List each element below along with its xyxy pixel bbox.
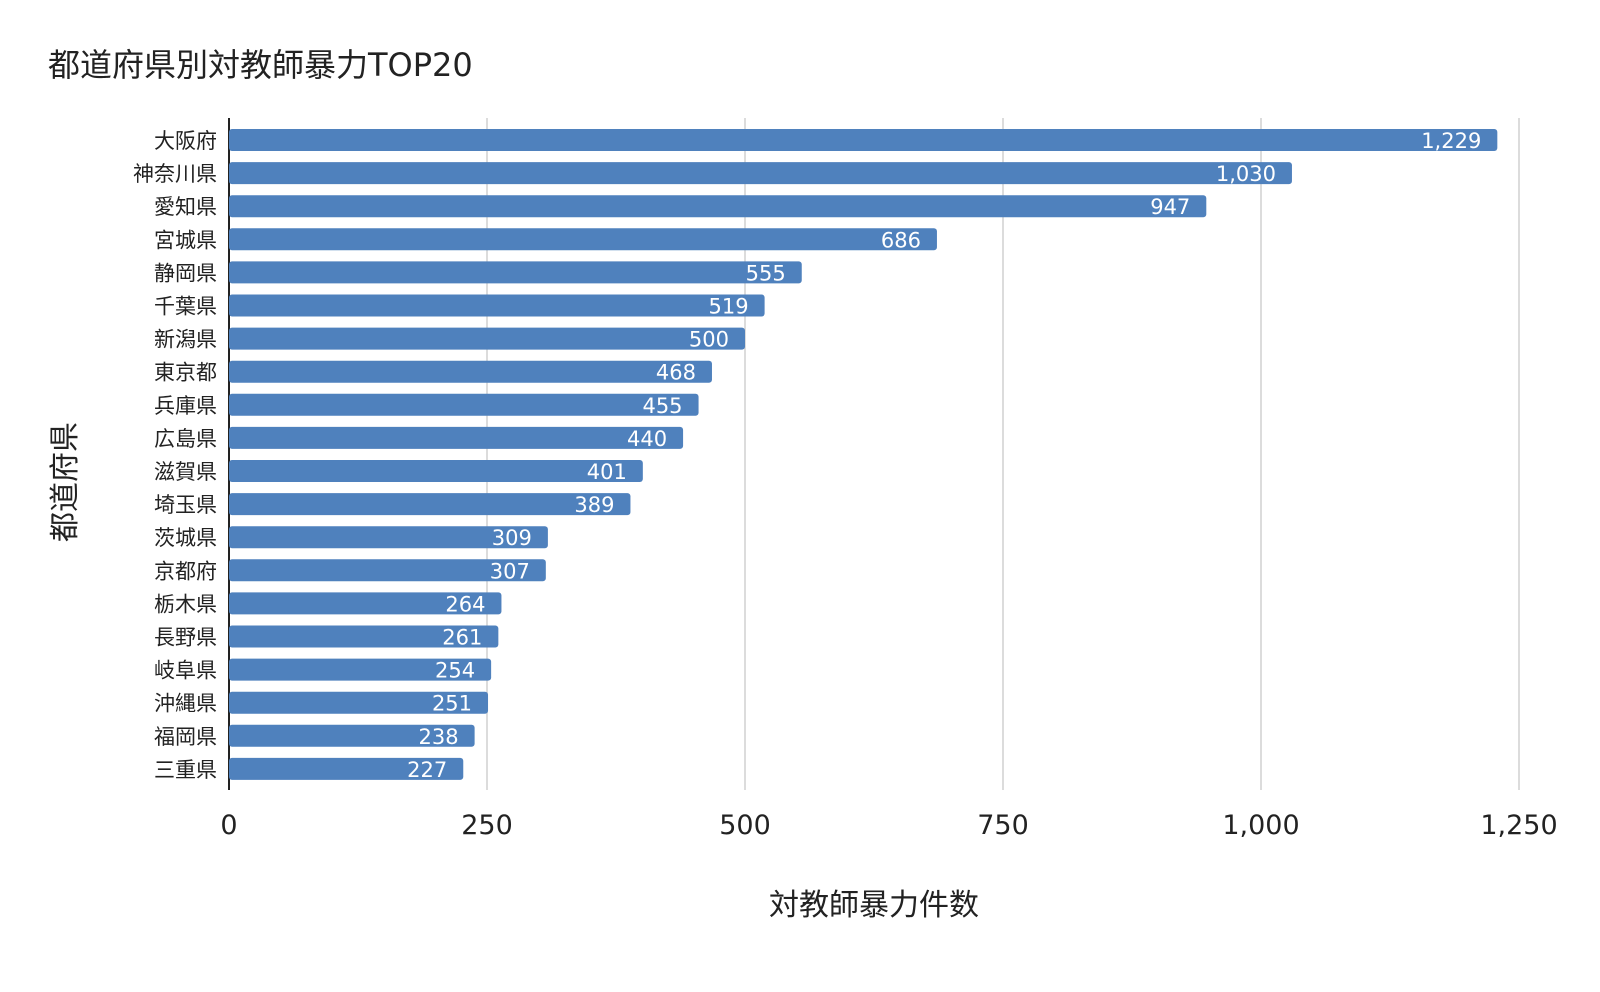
y-tick-label: 福岡県 [154, 725, 217, 749]
bar [229, 559, 546, 582]
y-tick-label: 大阪府 [154, 129, 217, 153]
bar [229, 460, 643, 482]
y-tick-label: 長野県 [154, 626, 217, 650]
bar [229, 757, 464, 780]
bar [229, 393, 699, 416]
bar [229, 195, 1207, 218]
bar [229, 129, 1498, 151]
x-tick-label: 0 [220, 810, 237, 841]
data-label: 1,030 [1216, 162, 1276, 186]
data-label: 307 [490, 559, 530, 583]
data-label: 389 [574, 493, 614, 517]
bar [229, 724, 475, 747]
bar [229, 526, 548, 549]
y-tick-label: 東京都 [154, 361, 217, 385]
y-tick-label: 京都府 [154, 559, 217, 583]
bar [229, 261, 802, 284]
data-label: 401 [587, 460, 627, 484]
data-label: 455 [642, 394, 682, 418]
y-axis-label: 都道府県 [48, 422, 83, 542]
y-tick-label: 三重県 [154, 758, 217, 782]
data-label: 468 [656, 361, 696, 385]
y-tick-label: 栃木県 [154, 592, 217, 616]
data-label: 261 [442, 626, 482, 650]
y-tick-label: 神奈川県 [133, 162, 217, 186]
x-tick-label: 250 [461, 810, 513, 841]
y-tick-label: 兵庫県 [154, 394, 217, 418]
bar [229, 327, 745, 350]
y-tick-label: 愛知県 [154, 195, 217, 219]
chart-title: 都道府県別対教師暴力TOP20 [48, 46, 473, 84]
y-tick-label: 埼玉県 [154, 493, 217, 517]
x-tick-label: 750 [977, 810, 1029, 841]
y-tick-label: 沖縄県 [154, 692, 217, 716]
data-label: 519 [709, 295, 749, 319]
x-tick-label: 1,000 [1222, 810, 1299, 841]
y-tick-label: 千葉県 [154, 295, 217, 319]
data-label: 440 [627, 427, 667, 451]
y-tick-label: 新潟県 [154, 328, 217, 352]
data-label: 309 [492, 526, 532, 550]
x-axis-label: 対教師暴力件数 [769, 888, 979, 923]
x-tick-label: 500 [719, 810, 771, 841]
bar [229, 691, 489, 714]
data-label: 947 [1150, 195, 1190, 219]
bar [229, 426, 684, 449]
bar [229, 658, 492, 681]
bar [229, 625, 499, 648]
data-label: 555 [746, 261, 786, 285]
data-label: 500 [689, 328, 729, 352]
data-label: 254 [435, 659, 475, 683]
data-label: 1,229 [1421, 129, 1481, 153]
bar [229, 360, 712, 383]
y-tick-label: 茨城県 [154, 526, 217, 550]
y-tick-label: 静岡県 [154, 261, 217, 285]
bar [229, 592, 502, 615]
bar [229, 162, 1292, 185]
y-tick-label: 広島県 [154, 427, 217, 451]
bar [229, 493, 631, 516]
data-label: 238 [419, 725, 459, 749]
data-label: 264 [445, 592, 485, 616]
y-tick-label: 滋賀県 [154, 460, 217, 484]
data-label: 251 [432, 692, 472, 716]
y-tick-label: 宮城県 [154, 228, 217, 252]
bar [229, 294, 765, 317]
x-tick-label: 1,250 [1480, 810, 1557, 841]
data-label: 227 [407, 758, 447, 782]
y-tick-label: 岐阜県 [154, 659, 217, 683]
data-label: 686 [881, 228, 921, 252]
bar [229, 228, 937, 251]
